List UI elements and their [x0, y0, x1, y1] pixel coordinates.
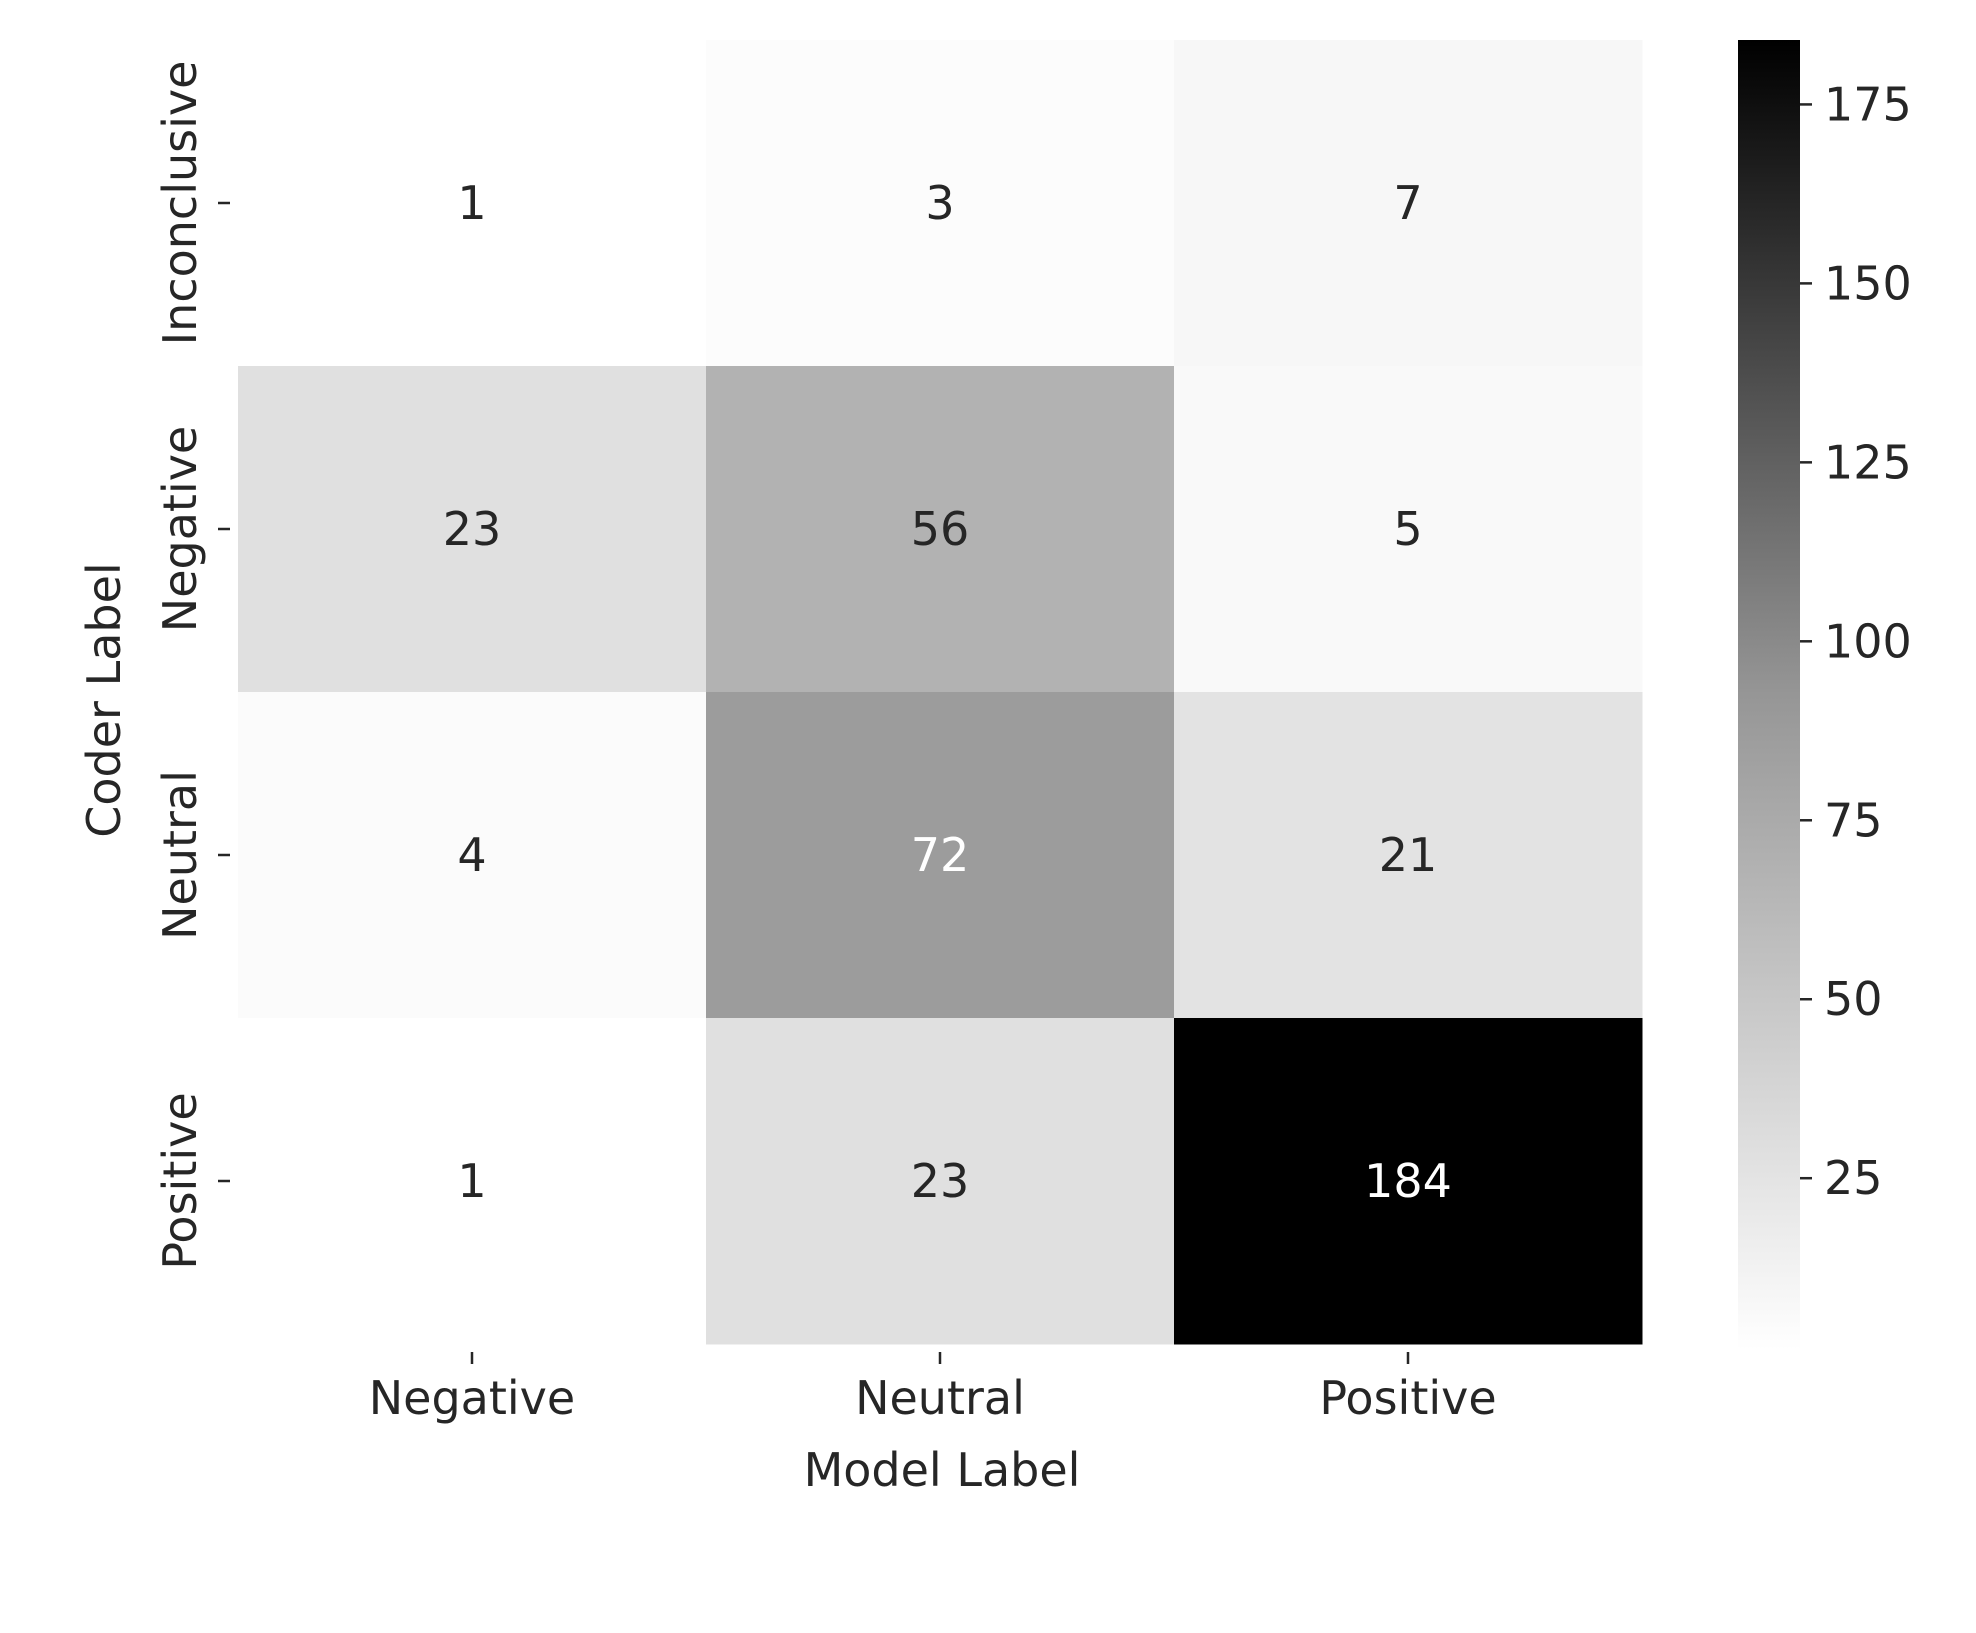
heatmap-cell: [238, 366, 707, 693]
cell-value-label: 7: [1393, 176, 1422, 230]
cell-value-label: 56: [911, 502, 970, 556]
colorbar: 25 50 75 100 125 150 175: [1738, 40, 1912, 1350]
colorbar-tick-label: 100: [1824, 614, 1912, 668]
y-axis-label: Coder Label: [77, 562, 131, 837]
cell-value-label: 4: [457, 828, 486, 882]
heatmap-cell: [706, 366, 1175, 693]
heatmap-cell: [238, 1018, 707, 1345]
cell-value-label: 1: [457, 176, 486, 230]
x-axis: Negative Neutral Positive: [369, 1352, 1497, 1425]
colorbar-tick-label: 25: [1824, 1151, 1883, 1205]
colorbar-tick-label: 125: [1824, 435, 1912, 489]
cell-value-label: 184: [1364, 1154, 1452, 1208]
x-tick-label: Neutral: [855, 1371, 1025, 1425]
y-axis: Inconclusive Negative Neutral Positive: [153, 61, 230, 1270]
heatmap-cell: [1174, 40, 1643, 367]
x-axis-label: Model Label: [804, 1443, 1081, 1497]
cell-value-label: 21: [1379, 828, 1438, 882]
heatmap-cell: [238, 692, 707, 1019]
colorbar-tick-label: 175: [1824, 77, 1912, 131]
colorbar-tick-label: 50: [1824, 972, 1883, 1026]
y-tick-label: Neutral: [153, 770, 207, 940]
colorbar-tick-label: 150: [1824, 256, 1912, 310]
heatmap-cell: [238, 40, 707, 367]
y-tick-label: Positive: [153, 1092, 207, 1269]
colorbar-gradient: [1738, 40, 1800, 1350]
cell-value-label: 5: [1393, 502, 1422, 556]
cell-value-label: 3: [925, 176, 954, 230]
heatmap-cell: [706, 1018, 1175, 1345]
heatmap-cell: [1174, 692, 1643, 1019]
heatmap-cell: [1174, 1018, 1643, 1345]
cell-value-label: 23: [911, 1154, 970, 1208]
heatmap-cell: [1174, 366, 1643, 693]
cell-value-label: 23: [443, 502, 502, 556]
colorbar-tick-label: 75: [1824, 793, 1883, 847]
x-tick-label: Negative: [369, 1371, 575, 1425]
heatmap-cell: [706, 692, 1175, 1019]
y-tick-label: Inconclusive: [153, 61, 207, 346]
x-tick-label: Positive: [1319, 1371, 1496, 1425]
cell-value-label: 1: [457, 1154, 486, 1208]
cell-annotations: 1 3 7 23 56 5 4 72 21 1 23 184: [443, 176, 1452, 1208]
cell-value-label: 72: [911, 828, 970, 882]
y-tick-label: Negative: [153, 426, 207, 632]
heatmap-cell: [706, 40, 1175, 367]
heatmap-cells: [238, 40, 1643, 1345]
